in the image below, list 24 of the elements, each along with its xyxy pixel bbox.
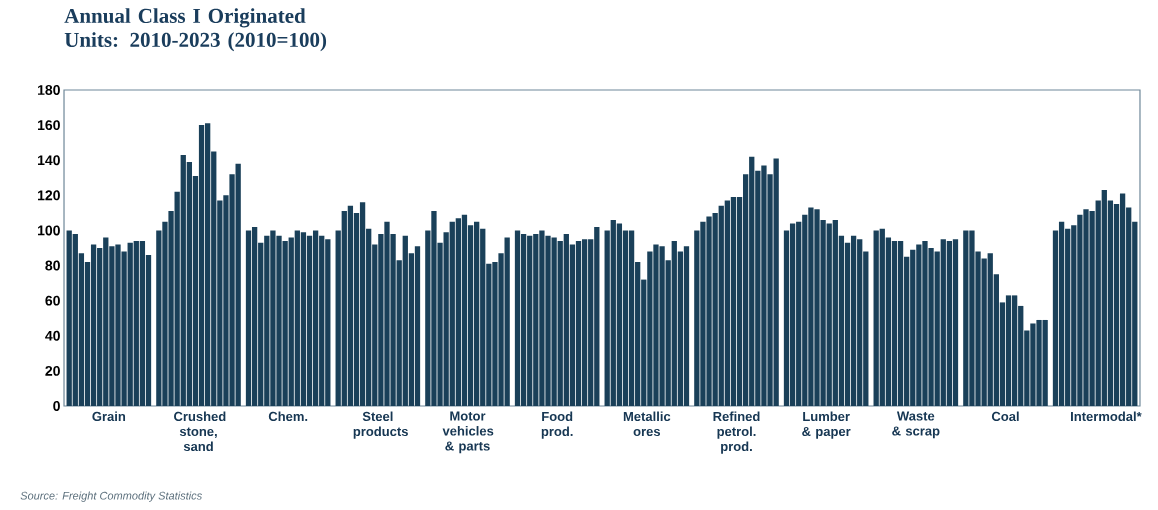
- y-tick-label: 20: [45, 365, 60, 376]
- y-tick-label: 180: [38, 85, 60, 95]
- y-tick-label: 140: [38, 155, 60, 166]
- x-tick-label: Grain: [92, 411, 126, 422]
- y-tick-label: 80: [45, 260, 60, 271]
- y-tick-label: 60: [45, 295, 60, 306]
- x-tick-label: Metallic ores: [623, 411, 671, 437]
- x-tick-label: Refined petrol. prod.: [713, 411, 760, 454]
- x-tick-label: Lumber & paper: [802, 411, 851, 439]
- x-tick-label: Coal: [991, 411, 1019, 422]
- source-note: Source: Freight Commodity Statistics: [20, 491, 202, 502]
- y-tick-label: 160: [38, 120, 60, 131]
- x-tick-label: Chem.: [268, 411, 308, 422]
- y-tick-label: 0: [53, 401, 60, 411]
- y-tick-label: 120: [38, 190, 60, 201]
- x-tick-label: Food prod.: [541, 411, 573, 439]
- y-tick-label: 100: [38, 225, 60, 236]
- x-tick-label: Crushed stone, sand: [174, 411, 226, 452]
- x-tick-label: Waste & scrap: [892, 411, 940, 439]
- y-tick-label: 40: [45, 330, 60, 341]
- chart-title: Annual Class I Originated Units: 2010-2023 (2010=100): [64, 8, 327, 52]
- x-tick-label: Motor vehicles & parts: [442, 411, 494, 454]
- x-tick-label: Steel products: [353, 411, 408, 439]
- x-tick-label: Intermodal*: [1071, 411, 1142, 422]
